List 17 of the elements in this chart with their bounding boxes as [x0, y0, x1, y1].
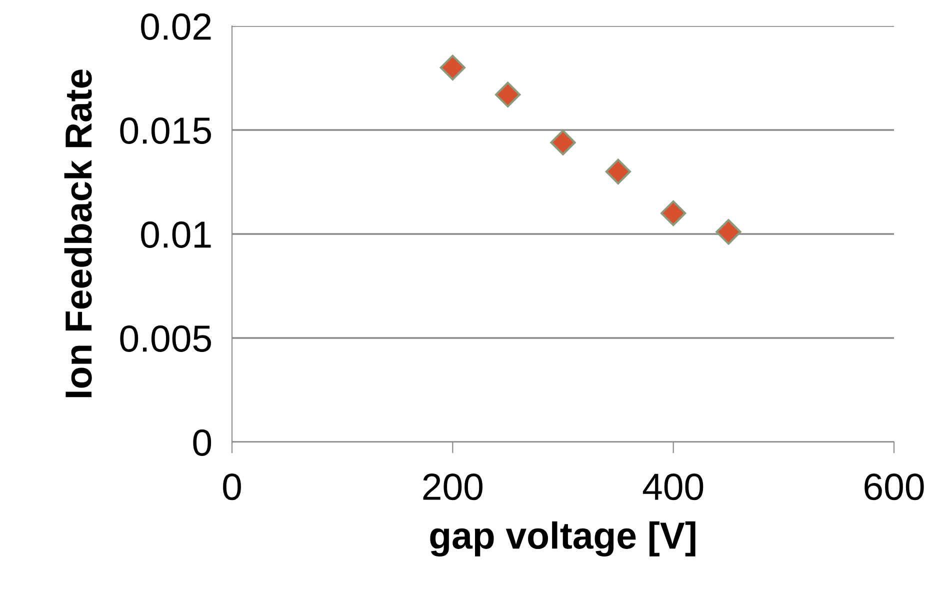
- point: [440, 54, 466, 80]
- y-tick-label: 0.005: [120, 325, 211, 352]
- point: [495, 82, 521, 108]
- point: [716, 219, 742, 245]
- x-tick-label: 600: [864, 474, 924, 500]
- point: [660, 200, 686, 226]
- y-tick-label: 0.01: [141, 221, 211, 248]
- x-axis-title: gap voltage [V]: [430, 521, 696, 557]
- y-tick-label: 0: [193, 429, 212, 456]
- x-tick-label: 400: [642, 474, 704, 500]
- x-tick-label: 200: [423, 474, 482, 500]
- point: [550, 130, 576, 156]
- y-axis-title: Ion Feedback Rate: [64, 70, 92, 398]
- y-tick-label: 0.02: [141, 13, 211, 40]
- x-tick-label: 0: [223, 474, 241, 500]
- y-tick-label: 0.015: [120, 117, 211, 144]
- point: [605, 158, 631, 184]
